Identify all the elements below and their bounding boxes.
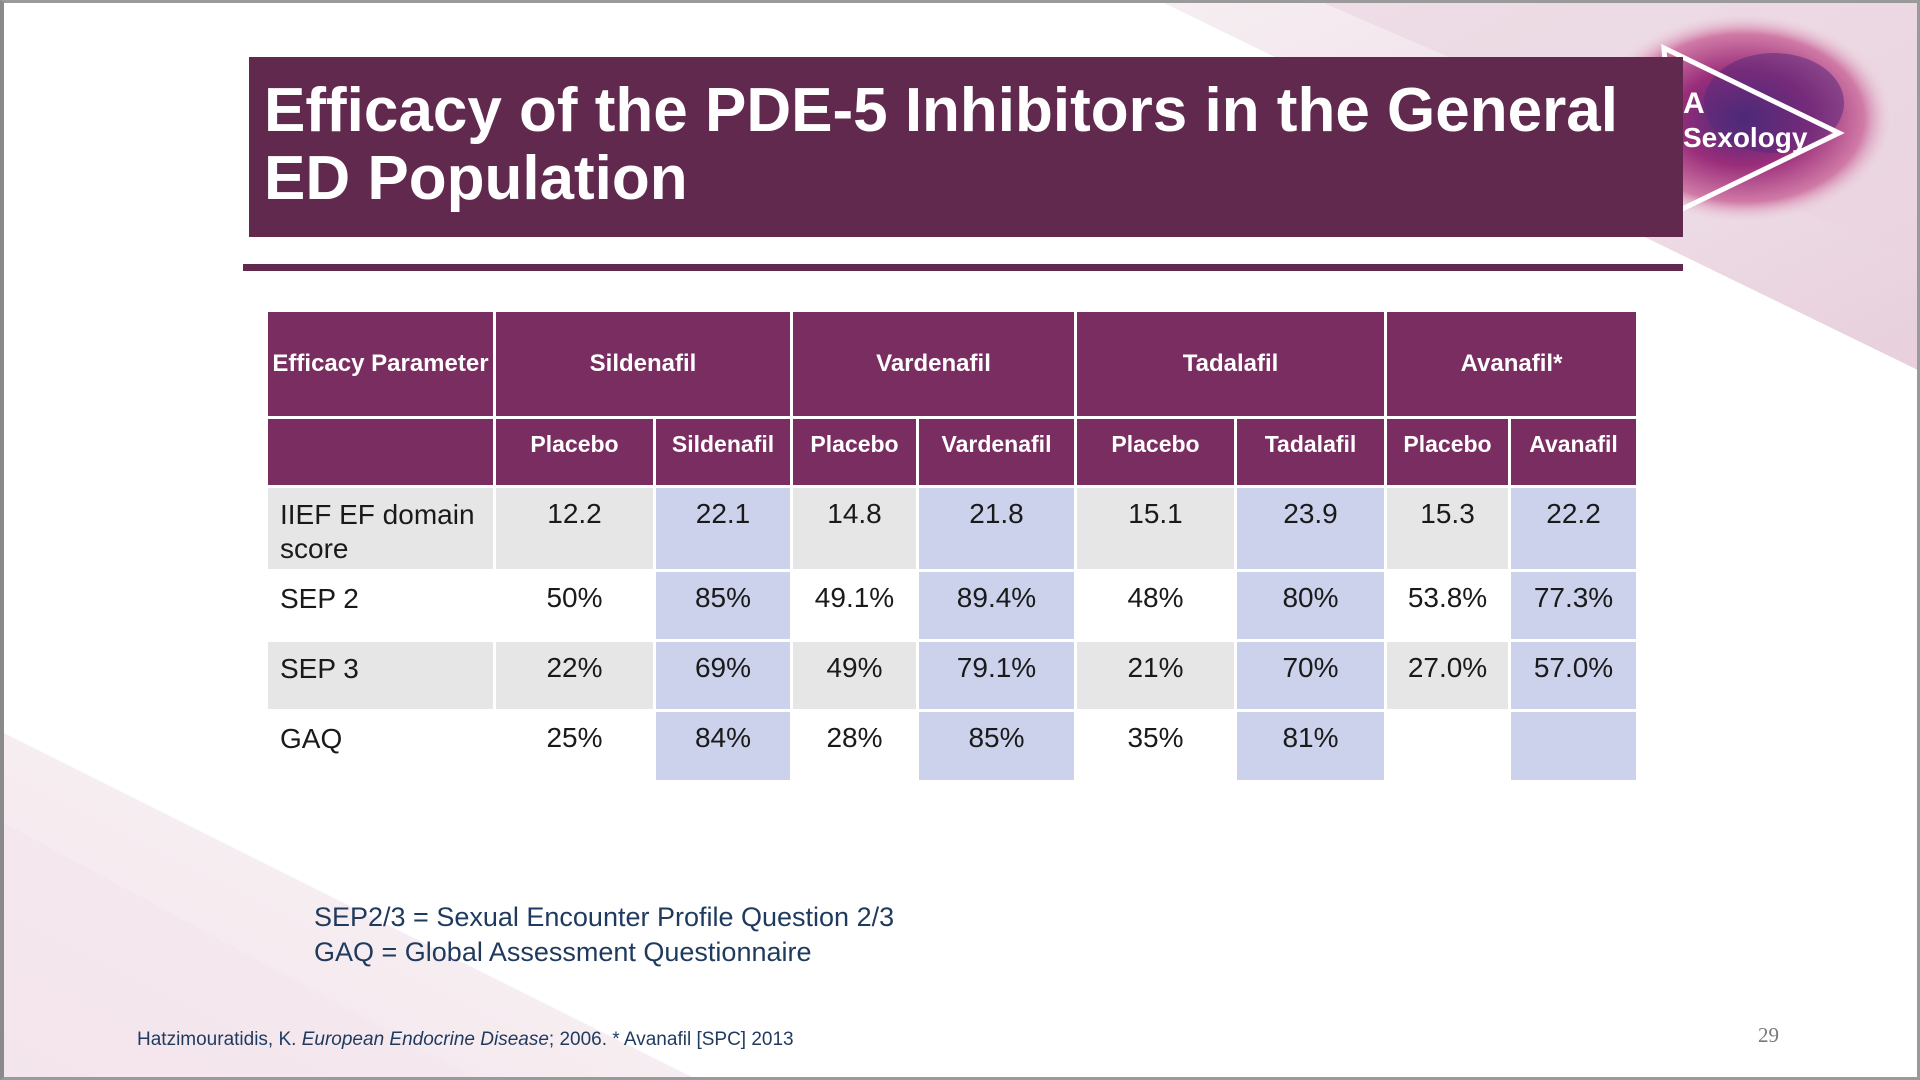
drug-header: Vardenafil bbox=[793, 312, 1074, 416]
drug-cell: 77.3% bbox=[1511, 572, 1637, 639]
drug-cell: 23.9 bbox=[1237, 488, 1385, 569]
title-underline-rule bbox=[243, 264, 1683, 271]
table-row: GAQ 25% 84% 28% 85% 35% 81% bbox=[268, 712, 1637, 780]
placebo-cell bbox=[1387, 712, 1509, 780]
drug-cell: 89.4% bbox=[919, 572, 1074, 639]
placebo-cell: 50% bbox=[496, 572, 653, 639]
placebo-cell: 12.2 bbox=[496, 488, 653, 569]
table-subheader-row: Placebo Sildenafil Placebo Vardenafil Pl… bbox=[268, 419, 1637, 485]
subheader-cell: Placebo bbox=[1077, 419, 1234, 485]
placebo-cell: 28% bbox=[793, 712, 916, 780]
subheader-cell: Placebo bbox=[496, 419, 653, 485]
row-param: GAQ bbox=[268, 712, 493, 780]
citation: Hatzimouratidis, K. European Endocrine D… bbox=[137, 1029, 794, 1051]
placebo-cell: 49% bbox=[793, 642, 916, 709]
drug-cell: 84% bbox=[656, 712, 790, 780]
drug-cell: 22.1 bbox=[656, 488, 790, 569]
drug-header: Sildenafil bbox=[496, 312, 790, 416]
row-param: IIEF EF domain score bbox=[268, 488, 493, 569]
subheader-cell: Vardenafil bbox=[919, 419, 1074, 485]
drug-cell: 70% bbox=[1237, 642, 1385, 709]
placebo-cell: 48% bbox=[1077, 572, 1234, 639]
brand-line2: Sexology bbox=[1683, 122, 1808, 153]
subheader-cell bbox=[268, 419, 493, 485]
drug-cell: 57.0% bbox=[1511, 642, 1637, 709]
row-param: SEP 3 bbox=[268, 642, 493, 709]
citation-author: Hatzimouratidis, K. bbox=[137, 1029, 302, 1050]
drug-cell: 79.1% bbox=[919, 642, 1074, 709]
drug-cell: 80% bbox=[1237, 572, 1385, 639]
placebo-cell: 21% bbox=[1077, 642, 1234, 709]
placebo-cell: 35% bbox=[1077, 712, 1234, 780]
subheader-cell: Placebo bbox=[1387, 419, 1509, 485]
brand-line1: A bbox=[1683, 87, 1705, 120]
drug-header: Tadalafil bbox=[1077, 312, 1385, 416]
drug-header: Avanafil* bbox=[1387, 312, 1637, 416]
drug-cell bbox=[1511, 712, 1637, 780]
subheader-cell: Placebo bbox=[793, 419, 916, 485]
citation-rest: ; 2006. * Avanafil [SPC] 2013 bbox=[548, 1029, 794, 1050]
citation-journal: European Endocrine Disease bbox=[301, 1029, 549, 1050]
placebo-cell: 27.0% bbox=[1387, 642, 1509, 709]
drug-cell: 81% bbox=[1237, 712, 1385, 780]
subheader-cell: Avanafil bbox=[1511, 419, 1637, 485]
footnote-line: GAQ = Global Assessment Questionnaire bbox=[314, 937, 812, 967]
placebo-cell: 22% bbox=[496, 642, 653, 709]
drug-cell: 69% bbox=[656, 642, 790, 709]
drug-cell: 22.2 bbox=[1511, 488, 1637, 569]
row-param: SEP 2 bbox=[268, 572, 493, 639]
title-banner: Efficacy of the PDE-5 Inhibitors in the … bbox=[249, 57, 1683, 237]
table-row: SEP 2 50% 85% 49.1% 89.4% 48% 80% 53.8% … bbox=[268, 572, 1637, 639]
placebo-cell: 14.8 bbox=[793, 488, 916, 569]
subheader-cell: Sildenafil bbox=[656, 419, 790, 485]
table-header-row: Efficacy Parameter Sildenafil Vardenafil… bbox=[268, 312, 1637, 416]
slide-title: Efficacy of the PDE-5 Inhibitors in the … bbox=[264, 76, 1618, 213]
brand-logo-text: A Sexology bbox=[1683, 87, 1807, 155]
abbreviation-footnotes: SEP2/3 = Sexual Encounter Profile Questi… bbox=[314, 900, 894, 970]
subheader-cell: Tadalafil bbox=[1237, 419, 1385, 485]
efficacy-table: Efficacy Parameter Sildenafil Vardenafil… bbox=[265, 309, 1639, 783]
table-row: IIEF EF domain score 12.2 22.1 14.8 21.8… bbox=[268, 488, 1637, 569]
footnote-line: SEP2/3 = Sexual Encounter Profile Questi… bbox=[314, 902, 895, 932]
placebo-cell: 15.1 bbox=[1077, 488, 1234, 569]
placebo-cell: 53.8% bbox=[1387, 572, 1509, 639]
drug-cell: 85% bbox=[919, 712, 1074, 780]
page-number: 29 bbox=[1758, 1023, 1779, 1047]
table-row: SEP 3 22% 69% 49% 79.1% 21% 70% 27.0% 57… bbox=[268, 642, 1637, 709]
placebo-cell: 15.3 bbox=[1387, 488, 1509, 569]
placebo-cell: 49.1% bbox=[793, 572, 916, 639]
param-header: Efficacy Parameter bbox=[268, 312, 493, 416]
drug-cell: 21.8 bbox=[919, 488, 1074, 569]
drug-cell: 85% bbox=[656, 572, 790, 639]
placebo-cell: 25% bbox=[496, 712, 653, 780]
